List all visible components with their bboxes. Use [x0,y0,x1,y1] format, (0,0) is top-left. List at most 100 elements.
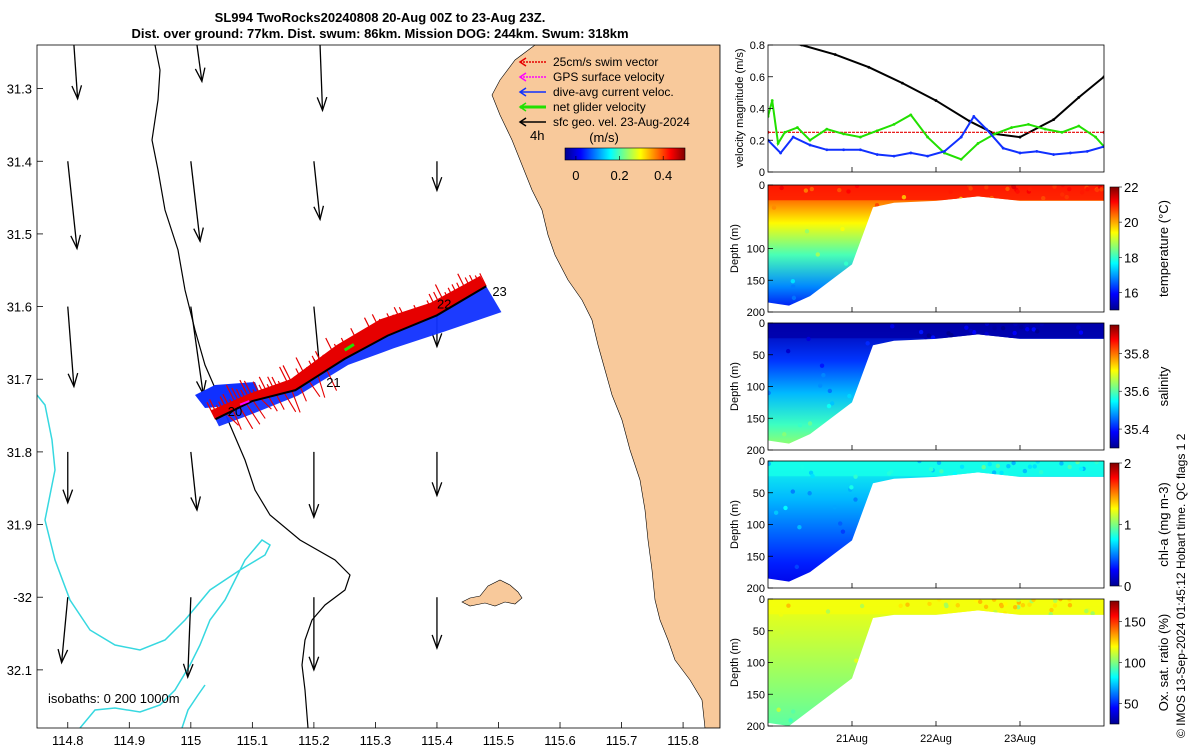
swim-vector [317,375,326,398]
section-y-tick-label: 100 [747,244,765,256]
section-sample [804,229,810,234]
oxygen-section: 0 50 100 150 200 Depth (m) 50 100 150 Ox. sat. ra… [729,594,1171,733]
section-sample [853,474,858,479]
map-x-tick-label: 115.7 [606,733,638,748]
section-sample [1016,605,1021,610]
swim-vector [325,337,339,364]
swim-vector [407,313,414,326]
sfc-geo-head [182,663,194,680]
swim-vector [433,291,444,312]
swim-vector [225,384,239,409]
section-sample [1099,187,1104,192]
section-sample [854,658,859,663]
section-sample [938,476,944,481]
section-colorbar-tick-label: 18 [1124,250,1138,265]
map-x-tick-label: 115.2 [298,733,330,748]
section-sample [1008,334,1013,339]
sfc-geo-head [70,234,82,251]
velocity-line [797,45,1104,139]
section-sample [1035,329,1040,334]
sfc-geo-vectors [57,45,443,680]
swim-vector [444,291,453,307]
velocity-point [770,99,774,102]
map-x-tick-label: 115.4 [421,733,453,748]
map-x-tick-label: 114.9 [114,733,146,748]
swim-vector [291,390,301,413]
section-sample [815,252,820,257]
sfc-geo-head [308,656,320,672]
velocity-series-dive_avg_current [768,114,1104,158]
velocity-point [959,157,963,161]
day-label: 21 [326,375,340,390]
sfc-geo-head [431,482,443,498]
section-ylabel: Depth (m) [729,638,741,687]
map-x-tick-label: 115.8 [667,733,699,748]
swim-vector [279,366,293,392]
section-sample [926,333,931,338]
section-sample [843,261,849,266]
velocity-point [1060,130,1064,134]
section-sample [1076,325,1081,330]
legend-label: 25cm/s swim vector [553,55,658,69]
section-sample [849,702,855,708]
map-y-tick-label: 31.7 [7,372,32,387]
section-sample [890,324,895,329]
swim-vector [367,333,374,344]
swim-vector [222,393,233,412]
velocity-point [1094,135,1097,139]
velocity-point [1018,135,1022,139]
sfc-geo-head [62,489,74,505]
section-sample [797,524,802,530]
section-sample [909,240,915,246]
section-surface-band [768,185,1104,201]
section-sample [890,629,895,634]
swim-vector [299,386,307,402]
section-y-tick-label: 0 [759,456,765,468]
swim-vector [209,399,220,418]
section-sample [1039,323,1044,327]
velocity-point [767,36,770,39]
section-sample [867,690,872,696]
section-sample [989,195,994,201]
section-sample [803,188,809,193]
swim-vector [447,287,457,305]
section-sample [1006,463,1011,469]
section-sample [987,461,992,467]
velocity-y-tick-label: 0 [759,167,765,179]
section-colorbar-tick-label: 22 [1124,180,1138,195]
section-sample [918,329,924,335]
swim-vector [392,314,402,331]
map-y-tick-label: 32.1 [7,663,32,678]
colorbar-label: (m/s) [589,130,619,145]
swim-vector [275,394,285,410]
section-sample [1005,186,1010,192]
section-sample [901,386,906,391]
velocity-y-tick-label: 0.2 [750,135,765,147]
velocity-y-tick-label: 0.6 [750,72,765,84]
swim-vector [410,310,419,324]
map-frame [36,44,721,729]
section-sample [779,629,785,635]
section-sample [785,348,791,354]
section-sample [902,226,907,231]
swim-vector [426,300,436,317]
section-sample [846,189,851,194]
section-sample [878,243,883,248]
swim-vector [456,282,466,300]
section-sample [968,186,973,191]
section-fill [768,185,1104,306]
section-sample [903,643,908,649]
section-sample [1090,611,1095,616]
section-sample [875,551,880,556]
map-y-tick-label: 31.6 [7,300,32,315]
swim-vector [357,332,366,349]
swim-vector [260,398,272,410]
velocity-point [892,154,896,158]
section-y-tick-label: 100 [747,520,765,532]
section-sample [944,603,949,609]
swim-vector [252,389,259,400]
swim-vector [206,401,216,420]
swim-vector [226,413,239,426]
section-sample [859,409,865,415]
